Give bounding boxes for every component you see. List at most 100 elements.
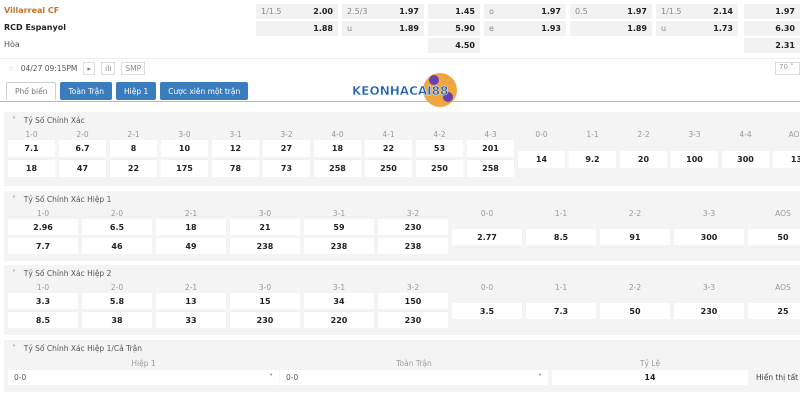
smp-button[interactable]: SMP bbox=[121, 62, 146, 75]
home-team[interactable]: Villarreal CF bbox=[4, 6, 60, 15]
tab-first-half[interactable]: Hiệp 1 bbox=[116, 82, 157, 100]
chevron-down-icon[interactable]: ˅ bbox=[12, 195, 16, 204]
odds-cell[interactable]: 15 bbox=[230, 293, 300, 309]
section-header[interactable]: ˅ Tỷ Số Chính Xác bbox=[12, 116, 85, 125]
odds-cell[interactable]: 238 bbox=[304, 238, 374, 254]
odds-cell[interactable]: 1/1.5 2.14 bbox=[656, 4, 738, 19]
odds-cell[interactable]: 1/1.5 2.00 bbox=[256, 4, 338, 19]
odds-cell[interactable]: 0.5 1.97 bbox=[570, 4, 652, 19]
odds-cell[interactable]: 38 bbox=[82, 312, 152, 328]
odds-cell[interactable]: 6.7 bbox=[59, 140, 106, 157]
odds-cell[interactable]: 1.88 bbox=[256, 21, 338, 36]
odds-cell[interactable]: 3.5 bbox=[452, 303, 522, 319]
odds-cell[interactable]: 6.5 bbox=[82, 219, 152, 235]
odds-cell[interactable]: 13 bbox=[773, 151, 800, 168]
odds-cell[interactable]: 6.30 bbox=[744, 21, 800, 36]
odds-cell[interactable]: 14 bbox=[552, 370, 748, 385]
tab-popular[interactable]: Phổ biến bbox=[6, 82, 57, 100]
odds-cell[interactable]: 53 bbox=[416, 140, 463, 157]
odds-cell[interactable]: 238 bbox=[378, 238, 448, 254]
tab-same-game-parlay[interactable]: Cược xiên một trận bbox=[160, 82, 249, 100]
chevron-down-icon[interactable]: ˅ bbox=[12, 116, 16, 125]
bar-chart-icon[interactable]: ılı bbox=[101, 62, 116, 75]
first-half-select[interactable]: 0-0 ˅ bbox=[8, 370, 279, 385]
odds-cell[interactable]: 22 bbox=[365, 140, 412, 157]
odds-cell[interactable]: 27 bbox=[263, 140, 310, 157]
odds-cell[interactable]: 258 bbox=[314, 160, 361, 177]
odds-cell[interactable]: u 1.73 bbox=[656, 21, 738, 36]
odds-cell[interactable]: 1.45 bbox=[428, 4, 480, 19]
odds-cell[interactable]: 7.3 bbox=[526, 303, 596, 319]
odds-cell[interactable]: 238 bbox=[230, 238, 300, 254]
odds-cell[interactable]: 13 bbox=[156, 293, 226, 309]
tab-full-time[interactable]: Toàn Trận bbox=[60, 82, 113, 100]
odds-cell[interactable]: 47 bbox=[59, 160, 106, 177]
odds-cell[interactable]: 46 bbox=[82, 238, 152, 254]
odds-cell[interactable]: 33 bbox=[156, 312, 226, 328]
star-icon[interactable]: ☆ bbox=[8, 64, 15, 73]
odds-cell[interactable]: 258 bbox=[467, 160, 514, 177]
section-header[interactable]: ˅ Tỷ Số Chính Xác Hiệp 2 bbox=[12, 269, 112, 278]
odds-cell[interactable]: 300 bbox=[674, 229, 744, 245]
odds-cell[interactable]: 1.97 bbox=[744, 4, 800, 19]
odds-cell[interactable]: 1.89 bbox=[570, 21, 652, 36]
score-label: 3-3 bbox=[702, 209, 716, 218]
odds-cell[interactable]: 25 bbox=[748, 303, 800, 319]
odds-cell[interactable]: 2.77 bbox=[452, 229, 522, 245]
odds-cell[interactable]: 230 bbox=[674, 303, 744, 319]
show-all-link[interactable]: Hiển thị tất cả bbox=[756, 373, 800, 382]
odds-cell[interactable]: 201 bbox=[467, 140, 514, 157]
odds-cell[interactable]: 230 bbox=[378, 312, 448, 328]
odds-cell[interactable]: 50 bbox=[748, 229, 800, 245]
odds-cell[interactable]: 150 bbox=[378, 293, 448, 309]
odds-cell[interactable]: 2.5/3 1.97 bbox=[342, 4, 424, 19]
odds-cell[interactable]: 230 bbox=[230, 312, 300, 328]
section-header[interactable]: ˅ Tỷ Số Chính Xác Hiệp 1/Cả Trận bbox=[12, 344, 143, 353]
odds-cell[interactable]: e 1.93 bbox=[484, 21, 566, 36]
odds-cell[interactable]: 20 bbox=[620, 151, 667, 168]
odds-cell[interactable]: 175 bbox=[161, 160, 208, 177]
odds-cell[interactable]: 22 bbox=[110, 160, 157, 177]
odds-cell[interactable]: 300 bbox=[722, 151, 769, 168]
odds-cell[interactable]: 2.31 bbox=[744, 38, 800, 53]
odds-cell[interactable]: 14 bbox=[518, 151, 565, 168]
odds-cell[interactable]: 59 bbox=[304, 219, 374, 235]
chevron-down-icon[interactable]: ˅ bbox=[12, 344, 16, 353]
odds-cell[interactable]: 3.3 bbox=[8, 293, 78, 309]
chevron-down-icon[interactable]: ˅ bbox=[12, 269, 16, 278]
odds-cell[interactable]: 250 bbox=[416, 160, 463, 177]
odds-cell[interactable]: 49 bbox=[156, 238, 226, 254]
odds-cell[interactable]: 9.2 bbox=[569, 151, 616, 168]
odds-cell[interactable]: 73 bbox=[263, 160, 310, 177]
odds-cell[interactable]: 21 bbox=[230, 219, 300, 235]
odds-cell[interactable]: 91 bbox=[600, 229, 670, 245]
score-label: 2-0 bbox=[76, 130, 89, 139]
odds-cell[interactable]: 4.50 bbox=[428, 38, 480, 53]
full-time-select[interactable]: 0-0 ˅ bbox=[280, 370, 548, 385]
odds-cell[interactable]: 50 bbox=[600, 303, 670, 319]
page-size-select[interactable]: 70 ˄ bbox=[775, 62, 800, 75]
odds-cell[interactable]: 5.90 bbox=[428, 21, 480, 36]
odds-cell[interactable]: 10 bbox=[161, 140, 208, 157]
odds-cell[interactable]: 12 bbox=[212, 140, 259, 157]
odds-cell[interactable]: 8.5 bbox=[8, 312, 78, 328]
odds-cell[interactable]: 7.7 bbox=[8, 238, 78, 254]
section-header[interactable]: ˅ Tỷ Số Chính Xác Hiệp 1 bbox=[12, 195, 112, 204]
odds-cell[interactable]: 78 bbox=[212, 160, 259, 177]
odds-cell[interactable]: 18 bbox=[314, 140, 361, 157]
play-icon[interactable]: ▸ bbox=[83, 62, 96, 75]
odds-cell[interactable]: 220 bbox=[304, 312, 374, 328]
odds-cell[interactable]: 34 bbox=[304, 293, 374, 309]
odds-cell[interactable]: 8.5 bbox=[526, 229, 596, 245]
odds-cell[interactable]: 7.1 bbox=[8, 140, 55, 157]
odds-cell[interactable]: o 1.97 bbox=[484, 4, 566, 19]
odds-cell[interactable]: 18 bbox=[8, 160, 55, 177]
odds-cell[interactable]: 5.8 bbox=[82, 293, 152, 309]
odds-cell[interactable]: 250 bbox=[365, 160, 412, 177]
odds-cell[interactable]: 100 bbox=[671, 151, 718, 168]
odds-cell[interactable]: u 1.89 bbox=[342, 21, 424, 36]
odds-cell[interactable]: 8 bbox=[110, 140, 157, 157]
odds-cell[interactable]: 18 bbox=[156, 219, 226, 235]
odds-cell[interactable]: 2.96 bbox=[8, 219, 78, 235]
odds-cell[interactable]: 230 bbox=[378, 219, 448, 235]
